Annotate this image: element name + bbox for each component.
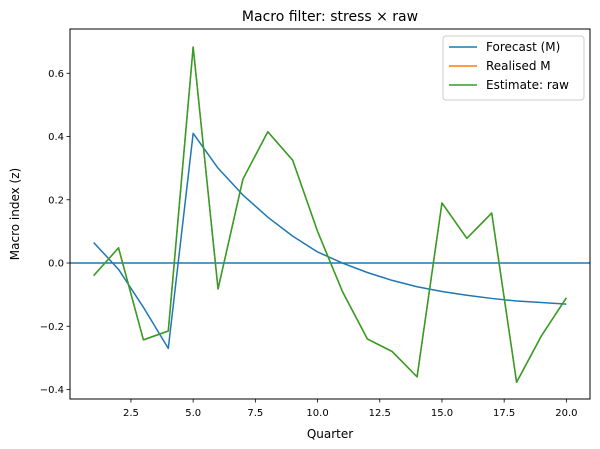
x-tick-label: 5.0 bbox=[185, 408, 201, 419]
y-tick-label: −0.4 bbox=[40, 385, 64, 396]
x-tick-label: 10.0 bbox=[306, 408, 328, 419]
x-axis-label: Quarter bbox=[307, 427, 353, 441]
y-axis: −0.4 −0.2 0.0 0.2 0.4 0.6 bbox=[40, 69, 70, 396]
legend-label-3: Estimate: raw bbox=[486, 78, 569, 92]
legend-label-2: Realised M bbox=[486, 59, 551, 73]
chart-title: Macro filter: stress × raw bbox=[242, 9, 418, 25]
y-tick-label: 0.4 bbox=[48, 132, 64, 143]
y-tick-label: 0.6 bbox=[48, 69, 64, 80]
legend-label-1: Forecast (M) bbox=[486, 40, 560, 54]
series-line-3 bbox=[93, 46, 567, 383]
y-axis-label: Macro index (z) bbox=[8, 168, 22, 260]
x-tick-label: 20.0 bbox=[555, 408, 577, 419]
x-axis: 2.5 5.0 7.5 10.0 12.5 15.0 17.5 20.0 bbox=[123, 399, 577, 419]
x-tick-label: 12.5 bbox=[369, 408, 391, 419]
x-tick-label: 15.0 bbox=[431, 408, 453, 419]
y-tick-label: −0.2 bbox=[40, 322, 64, 333]
legend-box bbox=[442, 35, 585, 101]
series-line-1 bbox=[93, 132, 567, 350]
x-tick-label: 2.5 bbox=[123, 408, 139, 419]
legend: Forecast (M) Realised M Estimate: raw bbox=[442, 35, 585, 101]
x-tick-label: 17.5 bbox=[493, 408, 515, 419]
y-tick-label: 0.2 bbox=[48, 195, 64, 206]
x-tick-label: 7.5 bbox=[247, 408, 263, 419]
y-tick-label: 0.0 bbox=[48, 259, 64, 270]
axes-frame bbox=[69, 28, 591, 400]
plot-area bbox=[70, 46, 590, 383]
